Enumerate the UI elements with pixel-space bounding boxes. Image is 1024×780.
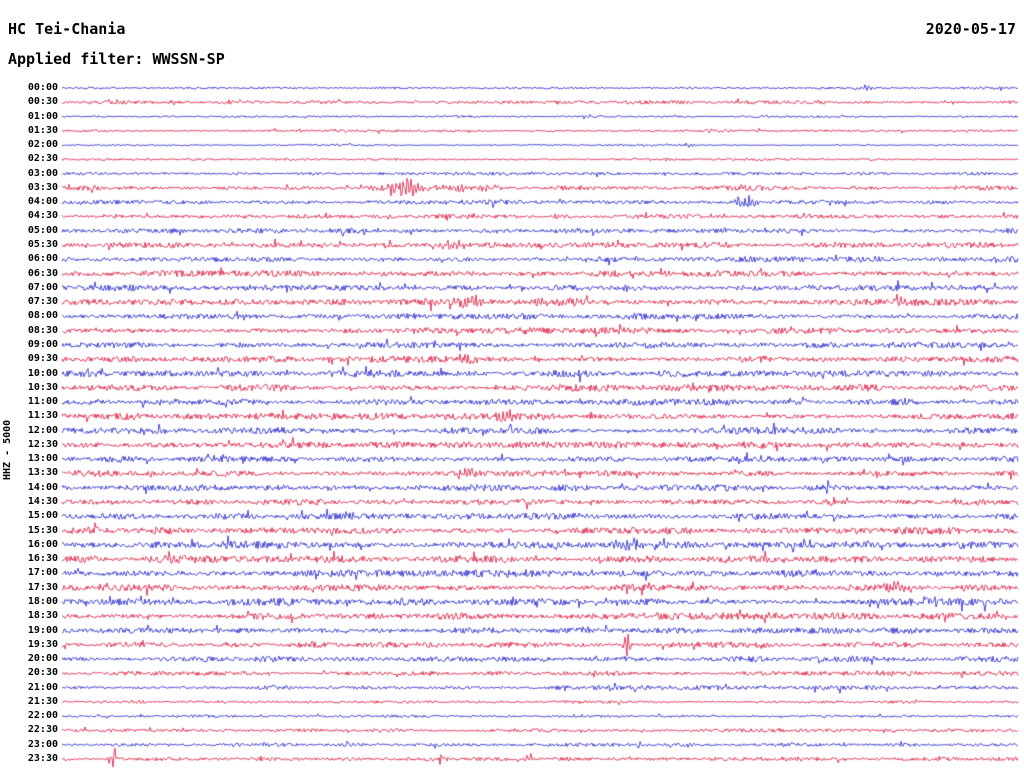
time-label: 06:00 [27, 253, 58, 265]
time-label: 08:30 [27, 324, 58, 336]
time-label: 13:00 [27, 453, 58, 465]
time-label: 22:00 [27, 710, 58, 722]
time-label: 01:00 [27, 110, 58, 122]
time-label: 13:30 [27, 467, 58, 479]
time-label: 10:30 [27, 381, 58, 393]
time-label: 16:30 [27, 553, 58, 565]
time-label: 15:00 [27, 510, 58, 522]
time-label: 12:00 [27, 424, 58, 436]
time-label: 20:30 [27, 667, 58, 679]
time-label: 03:30 [27, 181, 58, 193]
time-label: 00:00 [27, 82, 58, 93]
time-label: 14:30 [27, 496, 58, 508]
time-label: 05:00 [27, 224, 58, 236]
time-label: 17:00 [27, 567, 58, 579]
time-label: 21:00 [27, 681, 58, 693]
time-label: 09:00 [27, 338, 58, 350]
time-label: 15:30 [27, 524, 58, 536]
time-label: 08:00 [27, 310, 58, 322]
time-label: 20:00 [27, 653, 58, 665]
time-label: 23:00 [27, 738, 58, 750]
time-label: 23:30 [27, 753, 58, 765]
time-label: 02:30 [27, 153, 58, 165]
time-label: 07:30 [27, 296, 58, 308]
time-label: 22:30 [27, 724, 58, 736]
time-label: 07:00 [27, 281, 58, 293]
time-label: 12:30 [27, 438, 58, 450]
time-label: 01:30 [27, 124, 58, 136]
time-label: 21:30 [27, 695, 58, 707]
time-label: 17:30 [27, 581, 58, 593]
time-label: 03:00 [27, 167, 58, 179]
time-label: 04:30 [27, 210, 58, 222]
time-label: 04:00 [27, 196, 58, 208]
time-label: 10:00 [27, 367, 58, 379]
time-label: 02:00 [27, 139, 58, 151]
time-label: 14:00 [27, 481, 58, 493]
time-label: 19:30 [27, 638, 58, 650]
time-label: 18:00 [27, 595, 58, 607]
time-label: 00:30 [27, 96, 58, 108]
time-label: 06:30 [27, 267, 58, 279]
time-label: 18:30 [27, 610, 58, 622]
time-label: 11:00 [27, 396, 58, 408]
time-label: 09:30 [27, 353, 58, 365]
time-label: 19:00 [27, 624, 58, 636]
time-label: 11:30 [27, 410, 58, 422]
time-label: 16:00 [27, 538, 58, 550]
time-label: 05:30 [27, 239, 58, 251]
time-labels-column: 00:00 00:30 01:00 01:30 02:00 02:30 03:00 03:30… [0, 0, 60, 780]
